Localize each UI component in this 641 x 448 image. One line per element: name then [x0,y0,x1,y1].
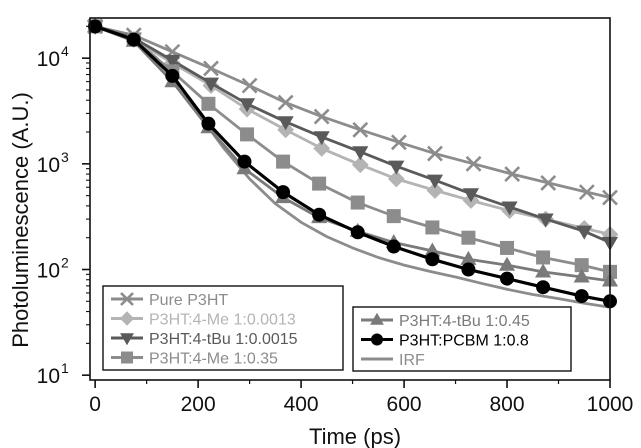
data-point [351,156,369,174]
data-point [312,207,327,222]
legend-label: IRF [399,352,425,369]
data-point [276,185,291,200]
legend-swatch-marker [371,333,383,346]
series-3 [88,19,617,279]
data-point [498,256,516,271]
legend-layer: Pure P3HT P3HT:4-Me 1:0.0013 P3HT:4-tBu 1:… [102,285,572,372]
y-tick-exponent: 3 [61,149,69,165]
data-point [313,139,331,157]
data-point [202,77,220,92]
data-point [574,258,589,273]
x-axis-title: Time (ps) [309,424,401,448]
y-tick-label: 10 [37,48,60,71]
x-tick-label: 0 [89,393,101,416]
data-point [201,116,216,131]
legend-swatch-marker [119,311,135,326]
legend-swatch-marker [370,312,384,325]
legend-label: P3HT:PCBM 1:0.8 [399,333,529,350]
data-point [390,134,407,151]
data-point [126,32,141,47]
data-point [203,60,219,77]
data-point [425,220,440,235]
data-point [461,230,476,245]
data-point [574,289,589,304]
data-point [386,239,401,254]
data-point [504,166,521,182]
data-point [240,127,255,142]
data-point [164,54,181,69]
data-point [352,146,369,161]
data-point [500,271,515,286]
y-tick-label: 10 [37,154,60,177]
data-point [462,188,480,203]
data-point [313,108,330,125]
data-point [312,176,327,191]
data-point [536,250,551,265]
legend-left: Pure P3HT P3HT:4-Me 1:0.0013 P3HT:4-tBu 1:… [102,285,344,371]
data-point [352,121,369,138]
data-point [426,182,444,199]
data-point [460,250,477,265]
data-point [427,145,443,162]
data-point [237,154,252,169]
legend-label: P3HT:4-tBu 1:0.0015 [149,331,298,348]
x-tick-label: 400 [284,393,319,416]
data-point [425,252,440,267]
data-point [387,170,405,188]
plot-frame [89,17,611,381]
data-point [277,116,294,131]
y-tick-exponent: 4 [61,43,69,59]
legend-label: P3HT:4-Me 1:0.35 [149,351,278,368]
data-point [465,155,482,172]
legend-swatch-marker [120,333,134,346]
data-point [388,160,405,175]
y-tick-label: 10 [37,365,60,388]
y-axis-title: Photoluminescence (A.U.) [8,92,33,348]
data-point [238,98,256,113]
data-point [536,280,551,295]
data-point [535,263,552,278]
data-point [573,268,590,283]
legend-label: Pure P3HT [149,292,228,309]
data-point [277,94,294,111]
data-point [165,68,180,83]
data-point [386,209,401,224]
data-point [540,174,557,191]
x-tick-label: 1000 [587,393,634,416]
x-tick-label: 200 [181,393,216,416]
data-point [500,240,515,255]
legend-label: P3HT:4-tBu 1:0.45 [399,313,530,330]
x-tick-label: 600 [387,393,422,416]
series-5 [88,19,617,309]
data-point [424,242,441,257]
data-point [88,19,103,34]
data-point [537,213,554,228]
legend-swatch-marker [120,292,134,306]
data-point [461,262,476,277]
data-point [426,174,444,189]
data-point [578,184,595,201]
data-point [201,96,216,111]
y-tick-exponent: 2 [61,255,69,271]
data-point [313,131,330,146]
y-tick-label: 10 [37,260,60,283]
data-point [576,225,593,240]
series-layer [86,17,619,309]
y-tick-exponent: 1 [61,360,69,376]
data-point [350,225,365,240]
data-point [276,154,291,169]
x-tick-label: 800 [490,393,525,416]
data-point [350,195,365,210]
data-point [501,201,518,216]
legend-swatch-marker [121,351,133,364]
series-0 [87,18,618,206]
legend-label: P3HT:4-Me 1:0.0013 [149,312,296,329]
data-point [241,77,258,94]
legend-right: P3HT:4-tBu 1:0.45 P3HT:PCBM 1:0.8 IRF [352,306,572,372]
